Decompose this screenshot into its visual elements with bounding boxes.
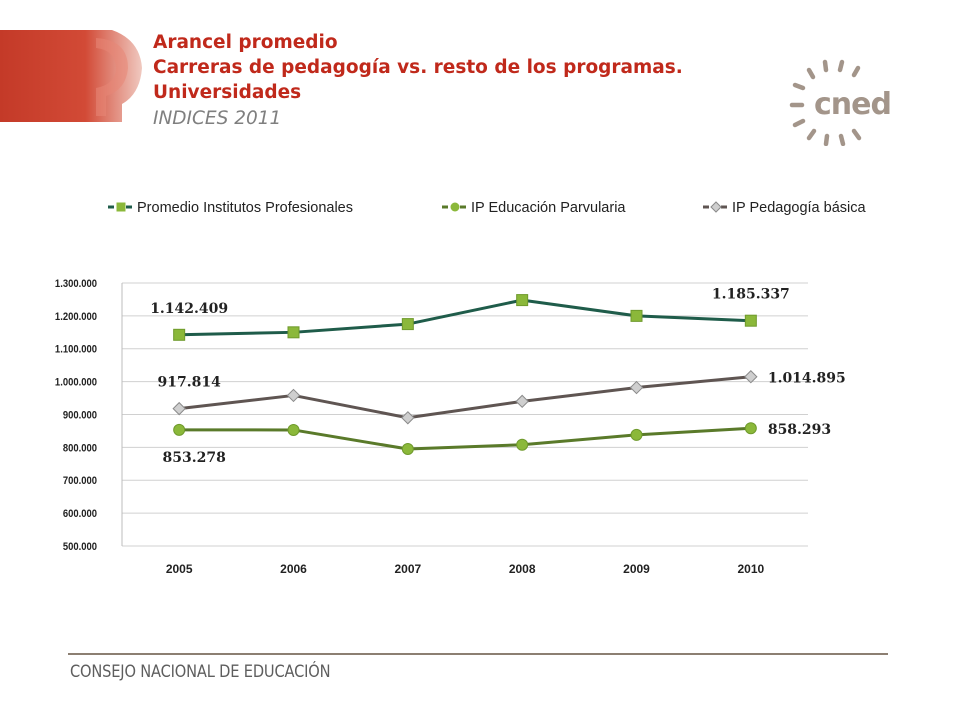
y-tick-label: 500.000 — [63, 541, 97, 553]
y-tick-label: 1.200.000 — [55, 311, 97, 323]
data-label: 917.814 — [158, 375, 222, 391]
series-1 — [173, 294, 757, 341]
data-point-diamond — [172, 401, 186, 416]
data-point-square — [744, 314, 757, 327]
title-line-2: Carreras de pedagogía vs. resto de los p… — [153, 57, 683, 78]
series-line — [177, 426, 753, 451]
data-label: 1.185.337 — [712, 287, 790, 303]
data-label: 858.293 — [768, 422, 831, 438]
title-block: Arancel promedio Carreras de pedagogía v… — [153, 30, 683, 132]
x-tick-label: 2008 — [509, 562, 536, 576]
title-line-1: Arancel promedio — [153, 32, 338, 53]
data-point-diamond — [629, 380, 644, 395]
data-point-square — [401, 318, 414, 331]
data-point-circle — [516, 438, 529, 451]
logo-text: cned — [814, 87, 891, 122]
data-point-square — [287, 326, 300, 339]
series-3 — [172, 370, 758, 425]
legend-marker — [116, 202, 126, 212]
title-line-3: Universidades — [153, 82, 302, 103]
series-line — [177, 298, 753, 337]
legend-marker — [450, 202, 460, 212]
data-point-circle — [401, 443, 414, 456]
data-point-square — [173, 328, 186, 341]
x-tick-label: 2007 — [394, 562, 421, 576]
x-tick-label: 2006 — [280, 562, 307, 576]
data-label: 853.278 — [163, 450, 226, 466]
data-point-circle — [744, 422, 757, 435]
legend-label: Promedio Institutos Profesionales — [137, 200, 353, 216]
data-point-diamond — [744, 370, 758, 384]
decorative-corner-shape — [0, 30, 142, 122]
data-point-circle — [630, 428, 643, 441]
y-tick-label: 1.100.000 — [55, 344, 97, 356]
sun-rays-logo-icon — [789, 59, 862, 146]
footer-text: CONSEJO NACIONAL DE EDUCACIÓN — [70, 662, 331, 682]
y-tick-label: 600.000 — [63, 509, 97, 521]
cned-logo: cned — [789, 59, 892, 146]
data-point-circle — [173, 423, 186, 436]
x-tick-label: 2009 — [623, 562, 650, 576]
x-tick-label: 2010 — [737, 562, 764, 576]
title-line-4: INDICES 2011 — [153, 108, 282, 129]
data-point-diamond — [401, 411, 415, 425]
data-label: 1.142.409 — [150, 301, 228, 317]
data-point-square — [516, 294, 529, 307]
data-point-diamond — [286, 388, 301, 403]
y-tick-label: 1.000.000 — [55, 377, 97, 389]
legend-label: IP Educación Parvularia — [471, 200, 626, 216]
y-tick-label: 800.000 — [63, 443, 97, 455]
y-tick-label: 900.000 — [63, 410, 97, 422]
data-label: 1.014.895 — [768, 371, 846, 387]
data-point-circle — [287, 423, 300, 436]
legend-label: IP Pedagogía básica — [732, 200, 866, 216]
data-point-square — [630, 309, 643, 322]
x-tick-label: 2005 — [166, 562, 193, 576]
data-point-diamond — [515, 394, 529, 409]
legend-item-2: IP Educación Parvularia — [442, 200, 626, 216]
y-tick-label: 700.000 — [63, 476, 97, 488]
legend-marker — [710, 201, 722, 213]
series-line — [177, 375, 753, 420]
legend-item-1: Promedio Institutos Profesionales — [108, 200, 353, 216]
series-2 — [173, 422, 757, 456]
legend-item-3: IP Pedagogía básica — [703, 200, 866, 216]
y-tick-label: 1.300.000 — [55, 278, 97, 290]
footer-divider — [68, 653, 888, 655]
